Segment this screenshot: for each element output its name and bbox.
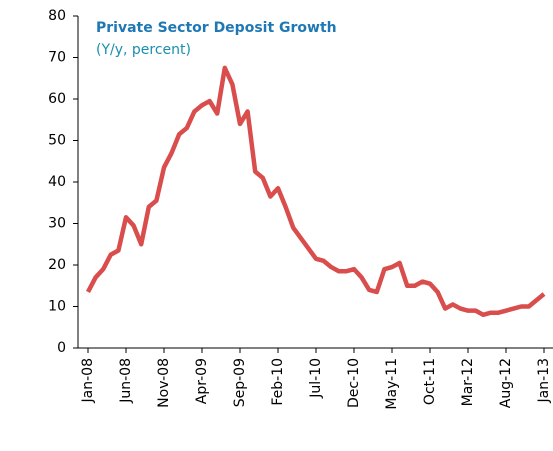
y-tick-label: 60 xyxy=(48,91,66,107)
x-tick-label: Nov-08 xyxy=(156,358,172,408)
x-tick-label: Sep-09 xyxy=(232,358,248,407)
x-tick-label: May-11 xyxy=(384,358,400,410)
x-tick-label: Aug-12 xyxy=(498,358,514,408)
y-tick-label: 80 xyxy=(48,8,66,24)
x-tick-label: Jul-10 xyxy=(308,358,324,399)
x-tick-label: Oct-11 xyxy=(422,358,438,405)
x-tick-label: Jan-13 xyxy=(536,358,552,403)
data-line xyxy=(86,65,546,318)
y-tick-label: 50 xyxy=(48,133,66,149)
y-tick-label: 30 xyxy=(48,216,66,232)
y-tick-label: 20 xyxy=(48,257,66,273)
x-tick-label: Jan-08 xyxy=(80,358,96,403)
y-tick-label: 10 xyxy=(48,299,66,315)
chart-title: Private Sector Deposit Growth xyxy=(96,20,337,36)
x-tick-label: Feb-10 xyxy=(270,358,286,406)
x-tick-label: Dec-10 xyxy=(346,358,362,408)
chart-subtitle: (Y/y, percent) xyxy=(96,42,191,58)
y-tick-label: 70 xyxy=(48,50,66,66)
y-tick-label: 40 xyxy=(48,174,66,190)
x-tick-label: Apr-09 xyxy=(194,358,210,404)
y-tick-label: 0 xyxy=(57,340,66,356)
x-tick-label: Jun-08 xyxy=(118,358,134,404)
x-tick-label: Mar-12 xyxy=(460,358,476,406)
